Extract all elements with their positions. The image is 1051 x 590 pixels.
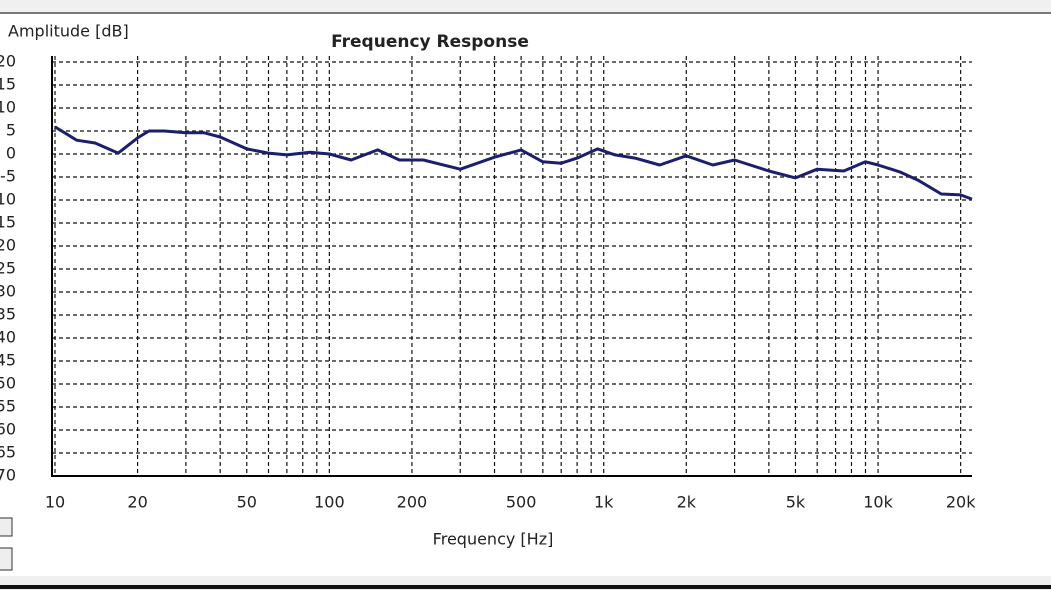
y-tick-label: -55: [0, 397, 16, 416]
chart-title: Frequency Response: [331, 32, 529, 52]
scroll-down-button[interactable]: [0, 547, 13, 571]
x-tick-label: 2k: [677, 493, 697, 512]
y-tick-label: -45: [0, 351, 16, 370]
y-tick-label: -25: [0, 259, 16, 278]
x-axis-label: Frequency [Hz]: [433, 530, 554, 549]
y-tick-label: -50: [0, 374, 16, 393]
y-tick-label: 0: [6, 144, 16, 163]
y-tick-label: -15: [0, 213, 16, 232]
top-bar: [0, 0, 1051, 12]
y-tick-label: -10: [0, 190, 16, 209]
y-tick-label: 20: [0, 52, 16, 71]
x-tick-label: 500: [506, 493, 537, 512]
x-tick-label: 10: [45, 493, 65, 512]
x-tick-label: 100: [314, 493, 345, 512]
y-tick-label: -5: [0, 167, 16, 186]
x-tick-label: 10k: [863, 493, 893, 512]
x-tick-label: 50: [237, 493, 257, 512]
x-tick-label: 20: [127, 493, 147, 512]
y-axis-label: Amplitude [dB]: [8, 22, 129, 41]
x-tick-label: 20k: [946, 493, 976, 512]
y-tick-label: 10: [0, 98, 16, 117]
x-tick-label: 5k: [786, 493, 806, 512]
y-tick-label: -60: [0, 420, 16, 439]
y-tick-label: -65: [0, 443, 16, 462]
y-tick-label: -40: [0, 328, 16, 347]
x-tick-label: 200: [397, 493, 428, 512]
y-tick-label: -30: [0, 282, 16, 301]
y-tick-label: -70: [0, 466, 16, 485]
y-tick-label: 15: [0, 75, 16, 94]
scroll-up-button[interactable]: [0, 517, 13, 537]
x-tick-label: 1k: [594, 493, 614, 512]
y-tick-label: -35: [0, 305, 16, 324]
y-tick-label: 5: [6, 121, 16, 140]
series-line: [54, 125, 973, 201]
y-tick-label: -20: [0, 236, 16, 255]
